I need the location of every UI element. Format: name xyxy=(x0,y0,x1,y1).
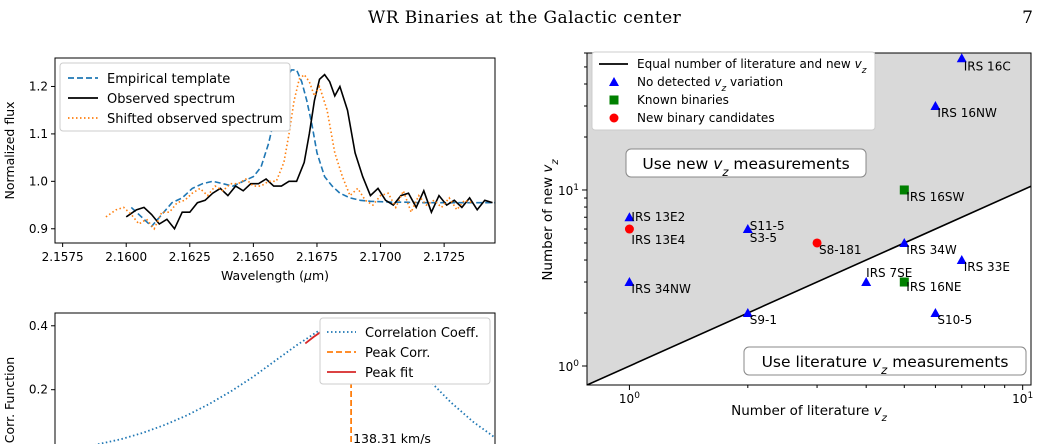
scatter-legend-entry: Equal number of literature and new vz xyxy=(637,57,867,76)
spectrum-x-tick-label: 2.1575 xyxy=(42,250,84,264)
scatter-legend-swatch xyxy=(609,95,619,105)
scatter-legend: Equal number of literature and new vzNo … xyxy=(591,51,876,131)
data-point xyxy=(956,255,967,265)
new-measurements-shaded-region xyxy=(587,53,1031,385)
point-label: S9-1 xyxy=(750,313,777,327)
spectrum-y-tick-label: 1.0 xyxy=(29,174,48,188)
point-label: IRS 33E xyxy=(964,260,1010,274)
point-label: IRS 16NW xyxy=(937,106,997,120)
scatter-plot-area xyxy=(587,53,1031,385)
data-point xyxy=(624,224,634,234)
spectrum-chart: 2.1575 2.1600 2.1625 2.1650 2.1675 2.1700 2.17… xyxy=(2,57,496,283)
data-point xyxy=(930,100,941,110)
correlation-y-tick-label: 0.4 xyxy=(29,319,48,333)
scatter-legend-box xyxy=(591,51,876,131)
correlation-legend-entry: Peak Corr. xyxy=(365,346,430,361)
correlation-legend: Correlation Coeff. Peak Corr. Peak fit xyxy=(319,317,491,385)
spectrum-x-tick-label: 2.1725 xyxy=(423,250,465,264)
region-label-literature: Use literature vz measurements xyxy=(762,353,1009,377)
correlation-legend-entry: Correlation Coeff. xyxy=(365,326,479,341)
running-title: WR Binaries at the Galactic center xyxy=(367,8,682,28)
data-point xyxy=(930,308,941,318)
page-number: 7 xyxy=(1022,8,1033,28)
correlation-y-axis-label: Corr. Function xyxy=(2,357,17,443)
data-point xyxy=(624,212,635,222)
data-point xyxy=(956,53,967,63)
scatter-legend-entry: No detected vz variation xyxy=(637,75,783,94)
correlation-axes-frame xyxy=(54,312,496,444)
scatter-chart: Use new vz measurements Use literature vz… xyxy=(540,51,1033,424)
point-label: IRS 34NW xyxy=(631,282,691,296)
point-label: S11-5 xyxy=(750,219,785,233)
scatter-legend-swatch xyxy=(609,77,619,86)
page-header: WR Binaries at the Galactic center 7 xyxy=(0,8,1049,32)
region-label-new: Use new vz measurements xyxy=(642,155,849,179)
spectrum-legend-box xyxy=(59,62,291,132)
scatter-y-tick-label: 100 xyxy=(558,359,579,374)
point-label: IRS 13E4 xyxy=(631,233,685,247)
point-label: IRS 13E2 xyxy=(631,210,685,224)
spectrum-series-line-1 xyxy=(125,73,493,231)
scatter-x-tick-label: 101 xyxy=(1012,391,1033,406)
point-label: S8-181 xyxy=(819,243,862,257)
point-label: IRS 16NE xyxy=(906,280,961,294)
peak-velocity-annotation: 138.31 km/s xyxy=(353,431,431,444)
point-label: IRS 16C xyxy=(964,59,1011,73)
spectrum-y-axis-label: Normalized flux xyxy=(2,101,17,199)
spectrum-legend-entry: Empirical template xyxy=(107,72,230,87)
spectrum-x-tick-label: 2.1650 xyxy=(232,250,274,264)
scatter-legend-entry: New binary candidates xyxy=(637,111,775,125)
correlation-y-tick-label: 0.2 xyxy=(29,383,48,397)
data-point xyxy=(899,277,909,287)
data-point xyxy=(742,224,753,234)
data-point xyxy=(812,238,822,248)
spectrum-x-tick-label: 2.1600 xyxy=(105,250,147,264)
spectrum-series-group xyxy=(105,69,495,231)
spectrum-y-tick-label: 0.9 xyxy=(29,222,48,236)
spectrum-legend: Empirical template Observed spectrum Shift… xyxy=(59,62,291,132)
equality-line xyxy=(587,185,1031,385)
spectrum-legend-entry: Observed spectrum xyxy=(107,92,235,107)
point-label: IRS 16SW xyxy=(906,190,964,204)
scatter-y-axis-label: Number of new vz xyxy=(540,159,561,281)
point-label: S3-5 xyxy=(750,231,777,245)
spectrum-x-axis-label: Wavelength (μm) xyxy=(221,268,329,283)
spectrum-y-tick-label: 1.2 xyxy=(29,79,48,93)
scatter-x-tick-label: 100 xyxy=(619,391,640,406)
spectrum-x-tick-label: 2.1700 xyxy=(360,250,402,264)
scatter-y-tick-label: 101 xyxy=(558,183,579,198)
data-point xyxy=(624,277,635,287)
correlation-legend-box xyxy=(319,317,491,385)
data-point xyxy=(861,277,872,287)
spectrum-legend-entry: Shifted observed spectrum xyxy=(107,112,283,127)
point-label: IRS 7SE xyxy=(866,266,912,280)
spectrum-x-tick-label: 2.1625 xyxy=(169,250,211,264)
point-label: S10-5 xyxy=(937,313,972,327)
point-label: IRS 34W xyxy=(906,243,957,257)
region-label-new-box xyxy=(625,148,867,178)
scatter-legend-entry: Known binaries xyxy=(637,93,729,107)
data-point xyxy=(899,237,910,247)
data-point xyxy=(899,185,909,195)
scatter-x-axis-label: Number of literature vz xyxy=(731,403,887,424)
scatter-legend-swatch xyxy=(609,113,619,123)
spectrum-axes-frame xyxy=(54,57,496,244)
spectrum-x-tick-label: 2.1675 xyxy=(296,250,338,264)
region-label-literature-box xyxy=(743,346,1027,376)
data-point xyxy=(742,308,753,318)
correlation-legend-entry: Peak fit xyxy=(365,366,413,381)
scatter-points: IRS 16C IRS 16NW IRS 16SW IRS 13E2 IRS 13E4 S… xyxy=(624,53,1011,327)
spectrum-y-tick-label: 1.1 xyxy=(29,127,48,141)
